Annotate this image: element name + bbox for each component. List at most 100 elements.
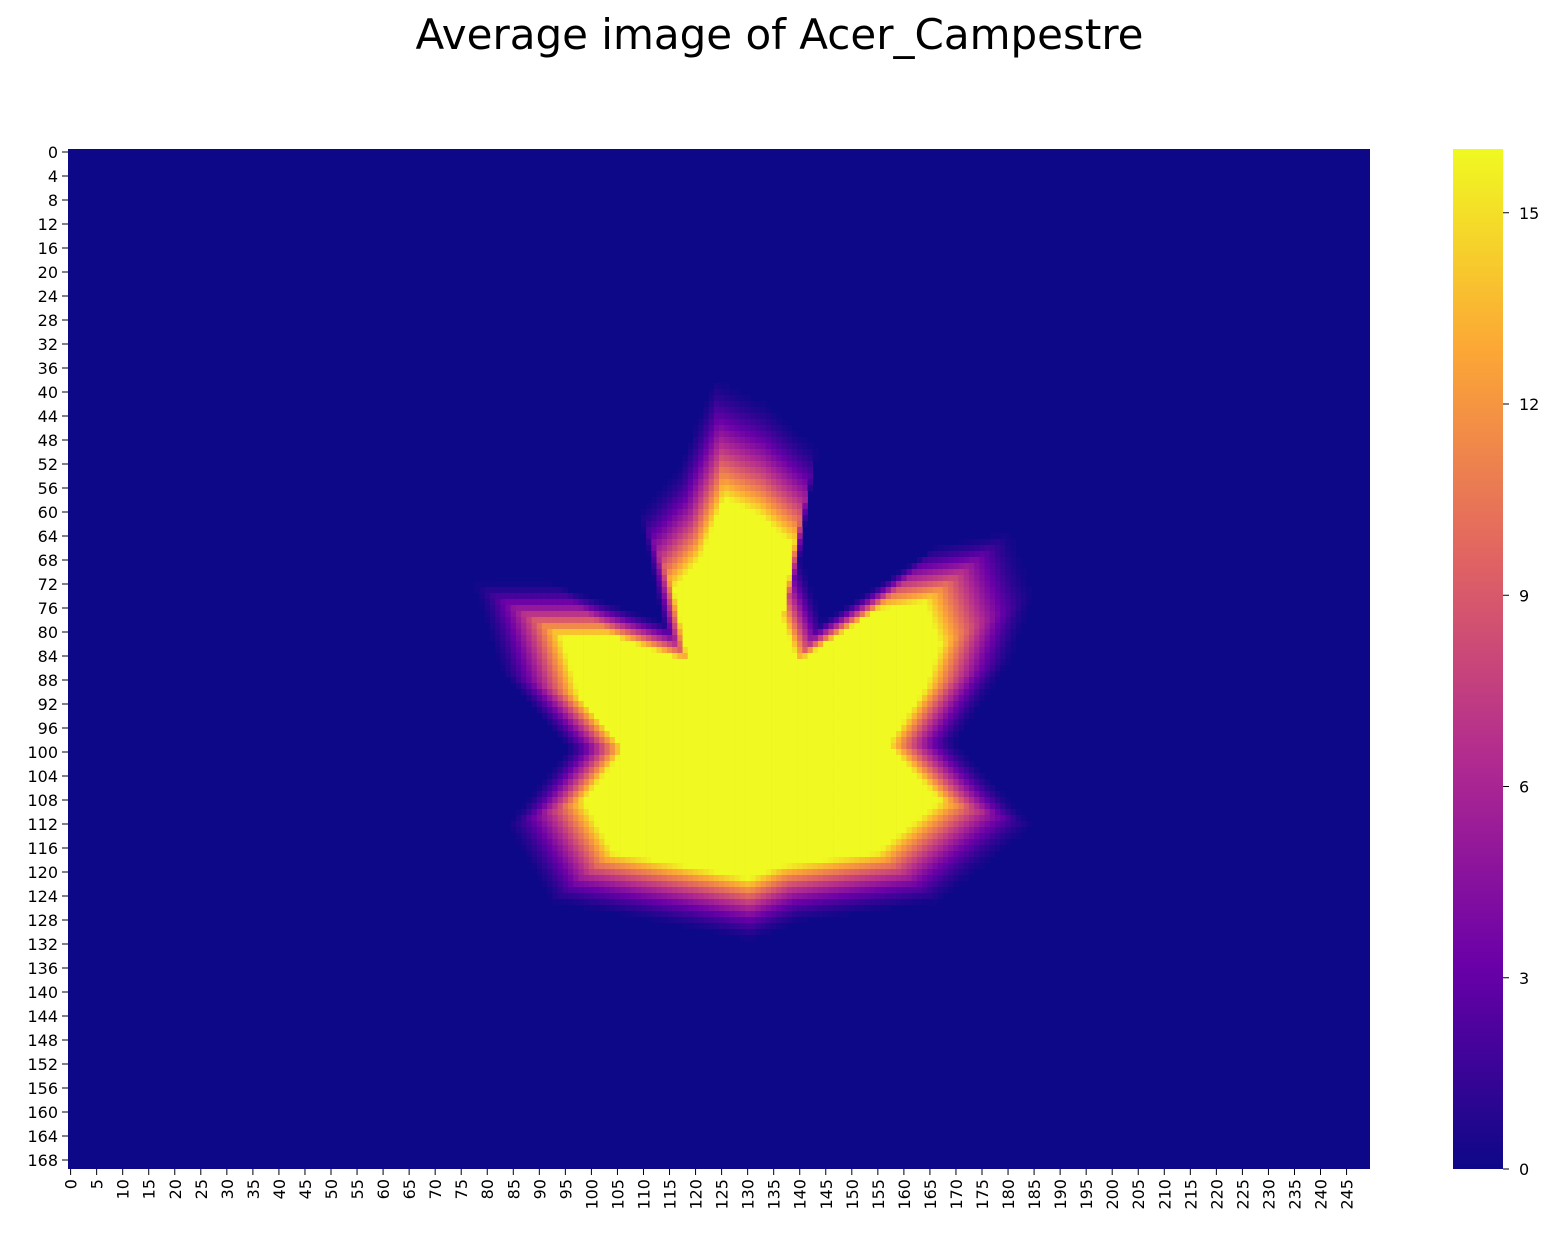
heatmap-cell [771, 779, 777, 786]
heatmap-cell [682, 611, 689, 618]
heatmap-cell [692, 473, 699, 480]
heatmap-cell [771, 659, 777, 666]
heatmap-cell [760, 647, 767, 654]
heatmap-cell [817, 827, 824, 834]
heatmap-cell [594, 665, 600, 672]
heatmap-cell [802, 491, 808, 498]
heatmap-cell [901, 833, 907, 840]
heatmap-cell [661, 653, 668, 660]
heatmap-cell [901, 581, 907, 588]
heatmap-cell [771, 833, 777, 840]
heatmap-cell [776, 593, 782, 600]
heatmap-cell [692, 479, 699, 486]
heatmap-cell [833, 791, 840, 798]
heatmap-cell [984, 545, 991, 552]
heatmap-cell [734, 563, 741, 570]
heatmap-cell [562, 779, 569, 786]
heatmap-cell [823, 815, 829, 822]
heatmap-cell [760, 581, 767, 588]
heatmap-cell [906, 593, 913, 600]
heatmap-cell [661, 749, 668, 756]
heatmap-cell [682, 617, 689, 624]
heatmap-cell [703, 761, 709, 768]
heatmap-cell [890, 773, 897, 780]
heatmap-cell [567, 755, 574, 762]
heatmap-cell [750, 443, 756, 450]
heatmap-cell [896, 779, 902, 786]
heatmap-cell [698, 755, 704, 762]
heatmap-cell [828, 845, 834, 852]
heatmap-cell [698, 557, 704, 564]
heatmap-cell [682, 527, 689, 534]
heatmap-cell [661, 821, 668, 828]
heatmap-cell [588, 641, 595, 648]
heatmap-cell [531, 815, 538, 822]
heatmap-cell [682, 779, 689, 786]
heatmap-cell [646, 779, 652, 786]
heatmap-cell [609, 611, 616, 618]
heatmap-cell [916, 701, 923, 708]
heatmap-cell [505, 605, 512, 612]
heatmap-cell [896, 725, 902, 732]
heatmap-cell [578, 659, 584, 666]
heatmap-cell [562, 725, 569, 732]
heatmap-cell [979, 617, 985, 624]
heatmap-cell [807, 683, 814, 690]
heatmap-cell [817, 731, 824, 738]
heatmap-cell [1005, 545, 1011, 552]
heatmap-cell [547, 617, 553, 624]
heatmap-cell [682, 665, 689, 672]
heatmap-cell [791, 503, 798, 510]
heatmap-cell [573, 683, 579, 690]
heatmap-cell [812, 695, 819, 702]
heatmap-cell [739, 569, 746, 576]
heatmap-cell [786, 473, 793, 480]
heatmap-cell [666, 545, 673, 552]
heatmap-cell [505, 635, 512, 642]
heatmap-cell [979, 665, 985, 672]
heatmap-cell [927, 797, 933, 804]
heatmap-cell [750, 401, 756, 408]
heatmap-cell [510, 599, 517, 606]
heatmap-cell [901, 587, 907, 594]
heatmap-cell [526, 683, 532, 690]
heatmap-cell [599, 737, 605, 744]
heatmap-cell [656, 587, 663, 594]
heatmap-cell [588, 767, 595, 774]
heatmap-cell [515, 605, 522, 612]
heatmap-cell [698, 743, 704, 750]
heatmap-cell [781, 791, 788, 798]
heatmap-cell [687, 605, 694, 612]
heatmap-cell [875, 719, 881, 726]
heatmap-cell [666, 689, 673, 696]
heatmap-cell [828, 617, 834, 624]
heatmap-cell [703, 521, 709, 528]
heatmap-cell [755, 443, 762, 450]
heatmap-cell [489, 629, 496, 636]
heatmap-cell [896, 833, 902, 840]
heatmap-cell [765, 665, 772, 672]
heatmap-cell [588, 671, 595, 678]
heatmap-cell [942, 809, 949, 816]
heatmap-cell [547, 773, 553, 780]
heatmap-cell [614, 605, 621, 612]
heatmap-cell [713, 527, 720, 534]
heatmap-cell [661, 779, 668, 786]
heatmap-cell [573, 593, 579, 600]
heatmap-cell [755, 761, 762, 768]
heatmap-cell [989, 629, 996, 636]
heatmap-cell [755, 437, 762, 444]
heatmap-cell [578, 803, 584, 810]
heatmap-cell [687, 617, 694, 624]
heatmap-cell [536, 821, 543, 828]
heatmap-cell [838, 671, 845, 678]
heatmap-cell [1005, 551, 1011, 558]
heatmap-cell [729, 743, 735, 750]
heatmap-cell [854, 689, 860, 696]
heatmap-cell [765, 449, 772, 456]
heatmap-cell [890, 779, 897, 786]
heatmap-cell [771, 791, 777, 798]
heatmap-cell [573, 845, 579, 852]
heatmap-cell [552, 779, 558, 786]
heatmap-cell [640, 821, 647, 828]
